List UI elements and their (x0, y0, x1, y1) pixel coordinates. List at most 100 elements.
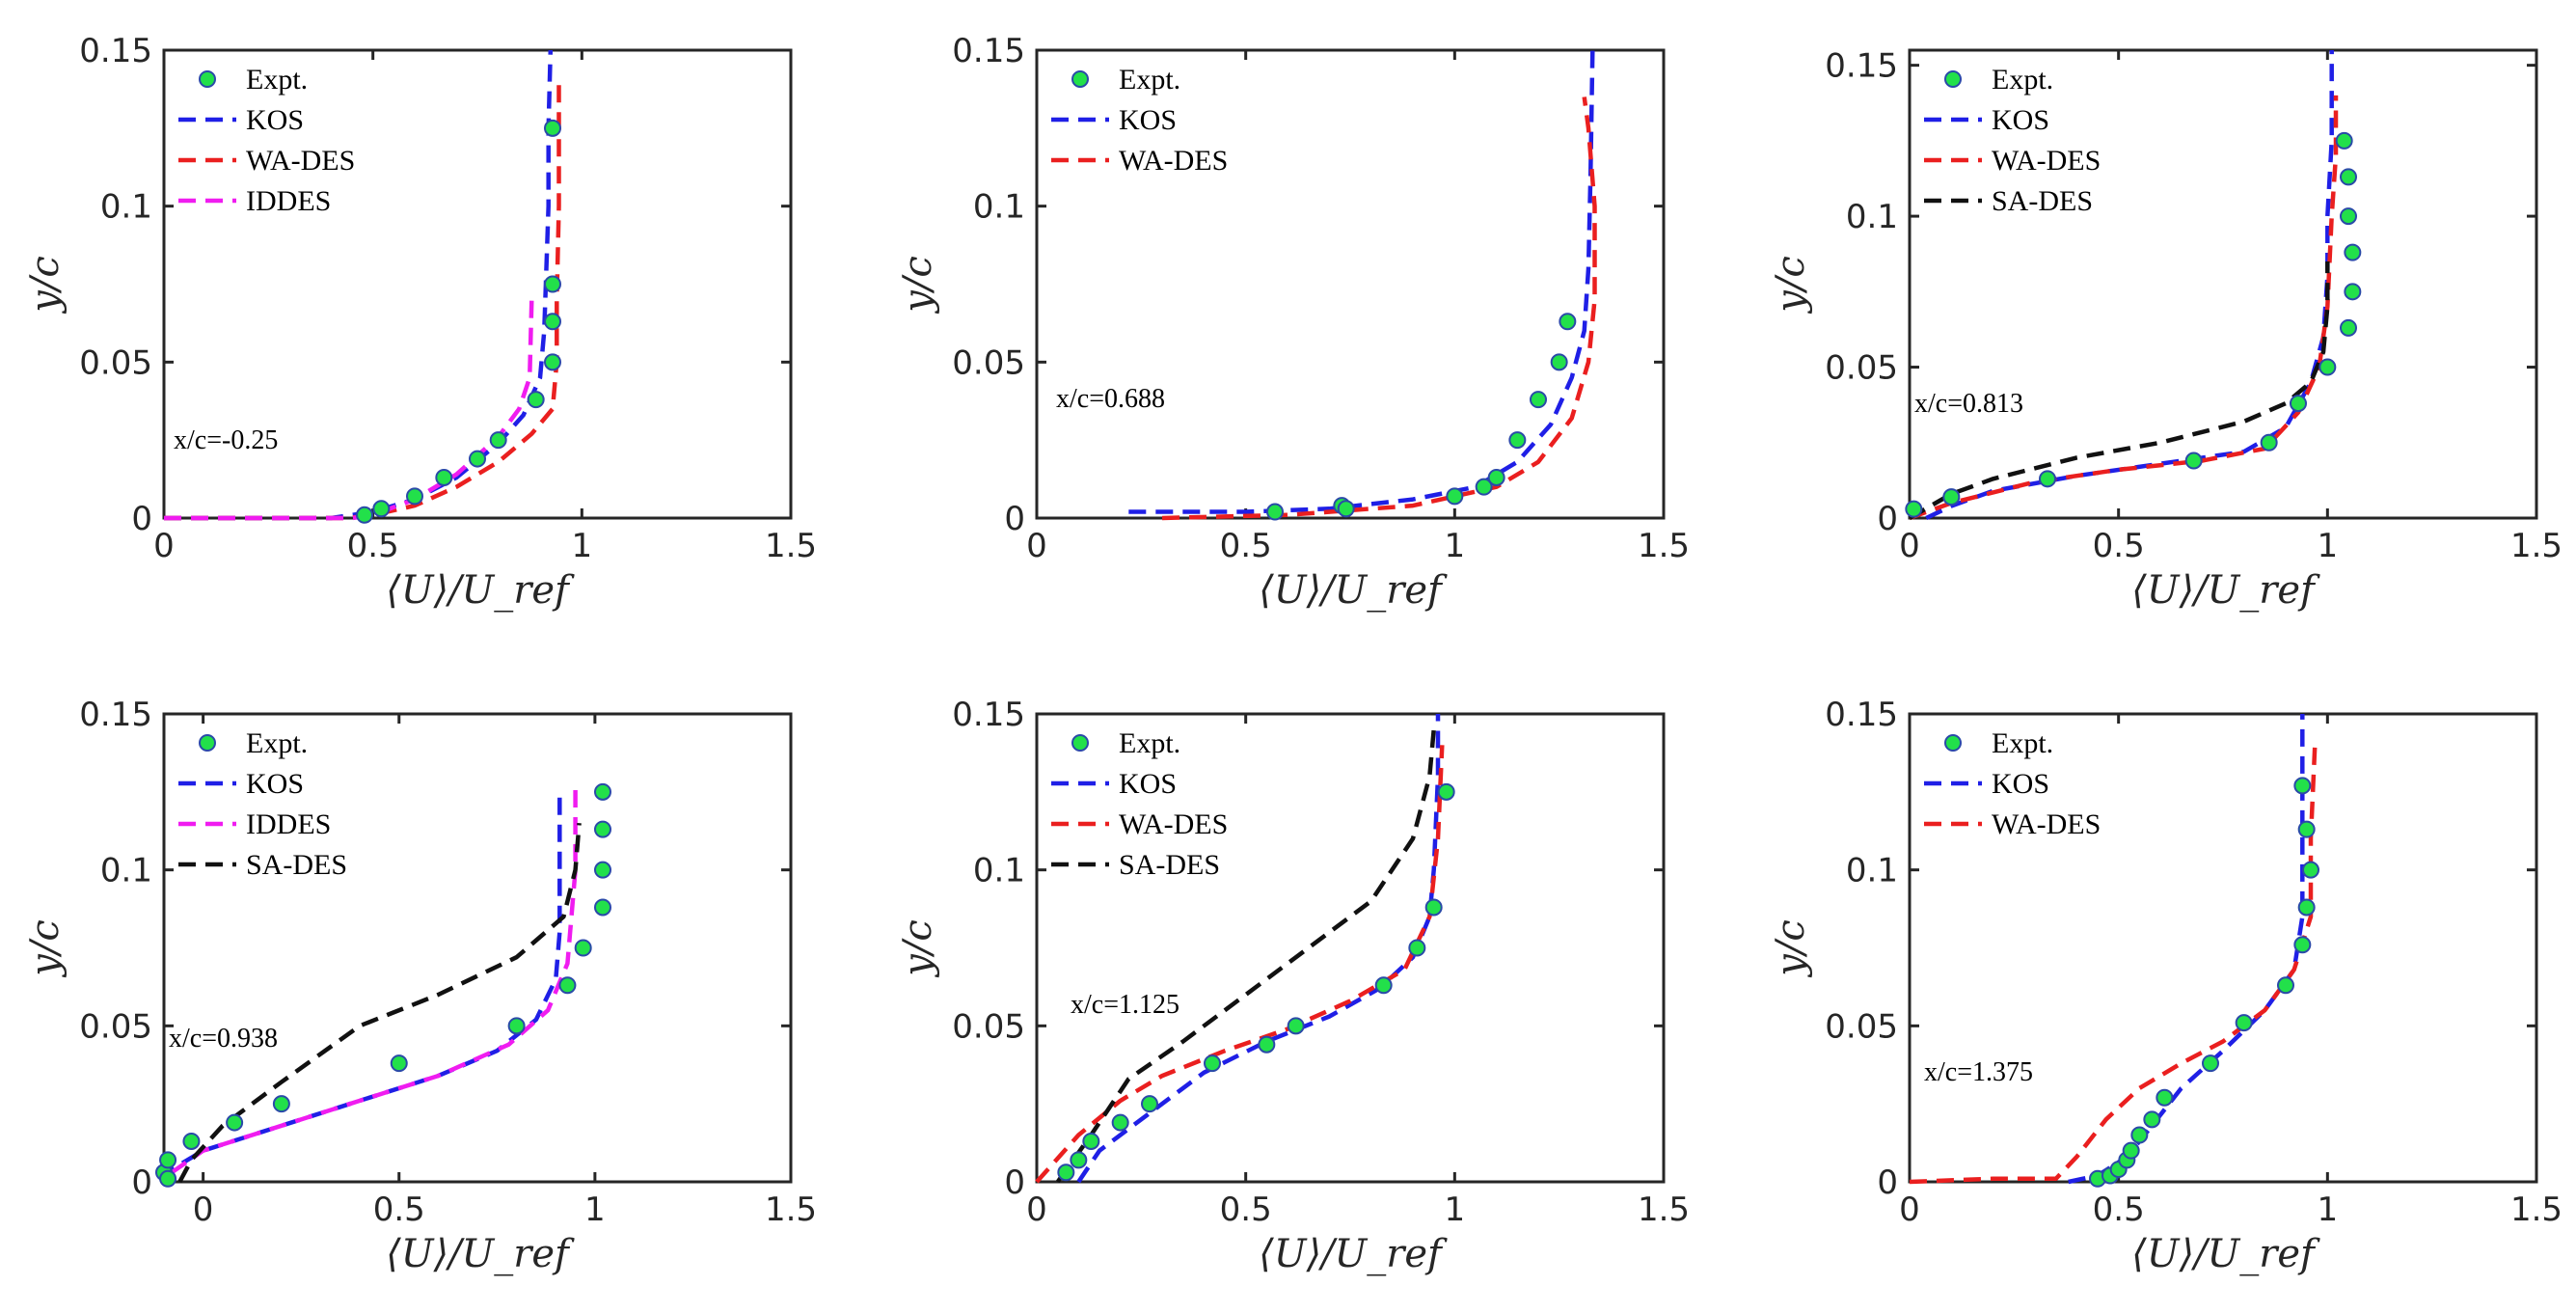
expt-data-point (2340, 318, 2357, 337)
expt-data-point (2293, 936, 2312, 954)
x-axis-label: ⟨U⟩/U_ref (386, 568, 575, 613)
legend: Expt. KOS WA-DES SA-DES (1924, 64, 2101, 217)
y-tick-label: 0 (1877, 500, 1898, 538)
x-tick-label: 1 (2318, 527, 2339, 565)
x-tick-label: 1 (572, 527, 593, 565)
x-tick-label: 1.5 (2510, 1191, 2562, 1229)
y-axis-label: y/c (1769, 256, 1813, 314)
x-tick-label: 1 (584, 1191, 606, 1229)
legend-label: SA-DES (1119, 849, 1220, 881)
legend-label: Expt. (1992, 64, 2053, 96)
expt-data-point (2335, 131, 2353, 150)
expt-data-point (159, 1151, 177, 1169)
subplot-2: 0 0.5 1 1.5 0 0.05 0.1 0.15 ⟨U⟩/U_ref y/c x/c=0.68… (896, 32, 1690, 613)
expt-data-point (406, 487, 423, 506)
expt-data-point (544, 353, 561, 371)
expt-data-point (1374, 976, 1393, 995)
x-tick-label: 1 (2318, 1191, 2339, 1229)
legend-label: IDDES (246, 185, 331, 217)
y-tick-label: 0.1 (973, 188, 1025, 227)
y-tick-label: 0.15 (1825, 47, 1898, 86)
legend-label: KOS (1992, 104, 2049, 136)
x-tick-label: 0 (1026, 527, 1047, 565)
expt-data-point (272, 1095, 290, 1113)
y-tick-label: 0.15 (1825, 696, 1898, 734)
expt-data-point (2344, 283, 2362, 301)
x-tick-label: 0 (1026, 1191, 1047, 1229)
y-tick-label: 0 (1877, 1163, 1898, 1202)
legend-marker-expt (199, 70, 216, 88)
legend-marker-expt (1071, 734, 1089, 752)
y-axis-label: y/c (23, 919, 68, 977)
expt-data-point (1082, 1132, 1100, 1150)
y-tick-label: 0.05 (1825, 1007, 1898, 1046)
legend-label: WA-DES (1992, 145, 2101, 177)
expt-data-point (594, 782, 611, 801)
x-tick-label: 0.5 (373, 1191, 425, 1229)
expt-data-point (2340, 207, 2357, 226)
expt-data-point (372, 500, 391, 518)
x-tick-label: 0.5 (1220, 1191, 1272, 1229)
expt-data-point (1530, 391, 1547, 409)
x-tick-label: 0.5 (2093, 1191, 2145, 1229)
expt-data-point (1266, 503, 1284, 521)
y-axis-label: y/c (23, 256, 68, 314)
expt-data-point (2184, 452, 2203, 470)
expt-data-point (2039, 470, 2056, 488)
x-tick-label: 0.5 (2093, 527, 2145, 565)
y-tick-label: 0.05 (79, 1007, 152, 1046)
series-line-iddes (164, 299, 534, 521)
y-tick-label: 0.05 (1825, 349, 1898, 388)
legend-label: Expt. (1119, 64, 1180, 96)
legend-label: Expt. (1119, 727, 1180, 759)
legend-label: KOS (246, 768, 304, 800)
expt-data-point (1141, 1095, 1158, 1113)
expt-data-point (2290, 395, 2307, 413)
expt-data-point (1258, 1035, 1276, 1054)
expt-data-point (2297, 898, 2316, 917)
series-line-wa-des (1035, 745, 1445, 1184)
expt-data-point (182, 1132, 201, 1150)
legend-label: SA-DES (246, 849, 347, 881)
subplot-1: 0 0.5 1 1.5 0 0.05 0.1 0.15 ⟨U⟩/U_ref y/c x/c=-0.2… (23, 32, 817, 613)
series-line-wa-des (1909, 745, 2318, 1185)
expt-data-point (159, 1169, 177, 1188)
axes-box (162, 712, 793, 1184)
axes-box (1908, 48, 2538, 520)
legend-label: Expt. (1992, 727, 2053, 759)
station-annotation: x/c=0.813 (1914, 389, 2023, 419)
legend-label: KOS (1119, 104, 1177, 136)
y-tick-label: 0 (131, 1163, 152, 1202)
y-tick-label: 0.1 (100, 188, 152, 227)
expt-data-point (1905, 500, 1923, 518)
x-axis-label: ⟨U⟩/U_ref (2131, 1232, 2320, 1276)
x-axis-label: ⟨U⟩/U_ref (1259, 1232, 1448, 1276)
station-annotation: x/c=0.688 (1056, 384, 1165, 414)
y-axis-label: y/c (896, 919, 940, 977)
y-tick-label: 0.15 (79, 32, 152, 70)
expt-data-point (226, 1113, 244, 1132)
series-line-kos (1128, 49, 1595, 514)
legend: Expt. KOS WA-DES IDDES (178, 64, 355, 217)
expt-data-point (1057, 1163, 1075, 1182)
expt-data-point (1437, 782, 1455, 801)
expt-data-point (2318, 358, 2337, 376)
expt-data-point (2156, 1088, 2174, 1107)
series-line-wa-des (1161, 96, 1597, 521)
series-line-kos (162, 791, 562, 1184)
y-tick-label: 0.1 (1846, 852, 1898, 890)
expt-data-point (2297, 820, 2316, 838)
legend-marker-expt (1944, 70, 1962, 88)
x-tick-label: 1.5 (1638, 527, 1690, 565)
legend-label: Expt. (246, 727, 308, 759)
expt-data-point (2130, 1126, 2149, 1144)
y-tick-label: 0.05 (79, 343, 152, 382)
axes-box (1908, 712, 2538, 1184)
expt-data-point (1550, 353, 1568, 371)
x-tick-label: 1 (1445, 527, 1466, 565)
x-tick-label: 0.5 (1220, 527, 1272, 565)
expt-data-point (1508, 431, 1527, 450)
x-tick-label: 0 (193, 1191, 214, 1229)
subplot-6: 0 0.5 1 1.5 0 0.05 0.1 0.15 ⟨U⟩/U_ref y/c x/c=1.37… (1769, 696, 2562, 1276)
series-line-sa-des (177, 823, 582, 1184)
